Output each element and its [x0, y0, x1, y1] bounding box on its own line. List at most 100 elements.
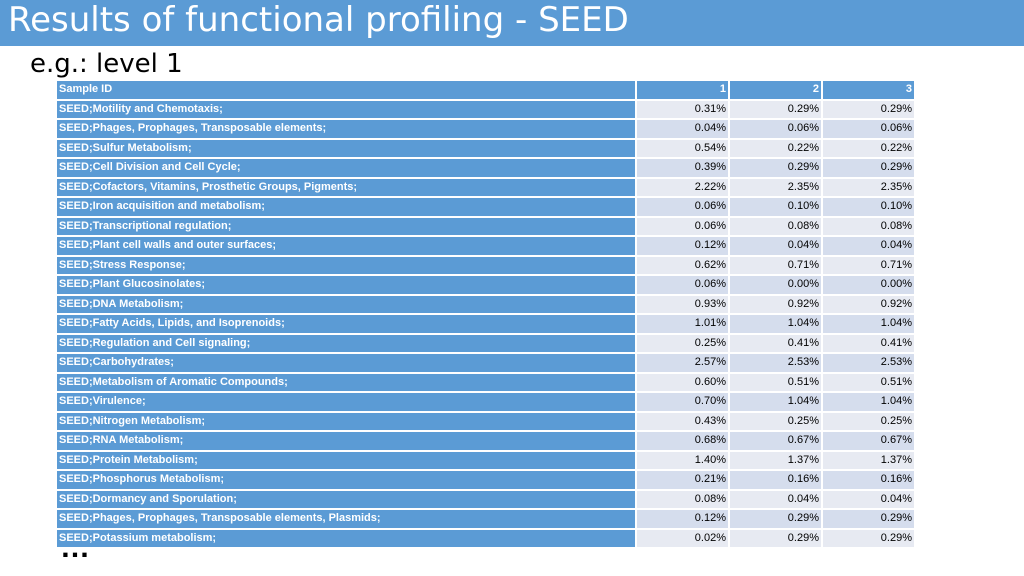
row-value-3: 0.16%: [823, 471, 916, 491]
table-row: SEED;Nitrogen Metabolism; 0.43% 0.25% 0.25%: [57, 412, 916, 432]
row-value-2: 0.25%: [730, 412, 823, 432]
row-value-2: 0.00%: [730, 276, 823, 296]
row-value-1: 0.21%: [637, 471, 730, 491]
row-value-1: 0.70%: [637, 393, 730, 413]
row-value-2: 0.41%: [730, 334, 823, 354]
row-value-3: 0.08%: [823, 217, 916, 237]
row-value-3: 0.00%: [823, 276, 916, 296]
table-row: SEED;Carbohydrates; 2.57% 2.53% 2.53%: [57, 354, 916, 374]
row-value-1: 1.40%: [637, 451, 730, 471]
table-row: SEED;Cell Division and Cell Cycle; 0.39% 0…: [57, 159, 916, 179]
table-row: SEED;Transcriptional regulation; 0.06% 0.0…: [57, 217, 916, 237]
header-sample-id: Sample ID: [57, 81, 637, 101]
table-row: SEED;Protein Metabolism; 1.40% 1.37% 1.37%: [57, 451, 916, 471]
row-value-1: 0.68%: [637, 432, 730, 452]
row-label: SEED;Stress Response;: [57, 256, 637, 276]
row-label: SEED;Dormancy and Sporulation;: [57, 490, 637, 510]
row-value-2: 0.51%: [730, 373, 823, 393]
row-value-3: 0.92%: [823, 295, 916, 315]
row-value-2: 2.35%: [730, 178, 823, 198]
table-row: SEED;Phages, Prophages, Transposable ele…: [57, 510, 916, 530]
table-row: SEED;Iron acquisition and metabolism; 0.0…: [57, 198, 916, 218]
row-value-2: 0.10%: [730, 198, 823, 218]
row-value-1: 0.25%: [637, 334, 730, 354]
table-row: SEED;Regulation and Cell signaling; 0.25%…: [57, 334, 916, 354]
row-value-3: 0.29%: [823, 100, 916, 120]
slide-subtitle: e.g.: level 1: [30, 49, 183, 79]
row-value-2: 0.06%: [730, 120, 823, 140]
row-value-3: 0.04%: [823, 237, 916, 257]
row-label: SEED;Phages, Prophages, Transposable ele…: [57, 120, 637, 140]
row-value-3: 0.04%: [823, 490, 916, 510]
row-value-2: 0.29%: [730, 510, 823, 530]
row-value-1: 2.22%: [637, 178, 730, 198]
row-label: SEED;Virulence;: [57, 393, 637, 413]
row-value-2: 0.22%: [730, 139, 823, 159]
row-value-2: 0.08%: [730, 217, 823, 237]
table-row: SEED;Motility and Chemotaxis; 0.31% 0.29% 0…: [57, 100, 916, 120]
row-label: SEED;Plant Glucosinolates;: [57, 276, 637, 296]
row-label: SEED;Potassium metabolism;: [57, 529, 637, 549]
row-value-1: 1.01%: [637, 315, 730, 335]
row-label: SEED;Phages, Prophages, Transposable ele…: [57, 510, 637, 530]
table-row: SEED;Fatty Acids, Lipids, and Isoprenoid…: [57, 315, 916, 335]
row-value-2: 1.04%: [730, 393, 823, 413]
row-value-1: 0.08%: [637, 490, 730, 510]
row-value-1: 0.02%: [637, 529, 730, 549]
row-value-1: 0.39%: [637, 159, 730, 179]
row-value-2: 2.53%: [730, 354, 823, 374]
row-value-3: 2.53%: [823, 354, 916, 374]
row-value-3: 0.41%: [823, 334, 916, 354]
table-row: SEED;Dormancy and Sporulation; 0.08% 0.04%…: [57, 490, 916, 510]
row-value-3: 0.67%: [823, 432, 916, 452]
table-row: SEED;Phosphorus Metabolism; 0.21% 0.16% 0.1…: [57, 471, 916, 491]
row-label: SEED;Nitrogen Metabolism;: [57, 412, 637, 432]
row-value-2: 0.29%: [730, 529, 823, 549]
row-label: SEED;Motility and Chemotaxis;: [57, 100, 637, 120]
table-row: SEED;Cofactors, Vitamins, Prosthetic Gro…: [57, 178, 916, 198]
row-label: SEED;Protein Metabolism;: [57, 451, 637, 471]
row-label: SEED;Regulation and Cell signaling;: [57, 334, 637, 354]
row-label: SEED;RNA Metabolism;: [57, 432, 637, 452]
table-row: SEED;Virulence; 0.70% 1.04% 1.04%: [57, 393, 916, 413]
row-value-3: 1.37%: [823, 451, 916, 471]
row-value-2: 0.29%: [730, 159, 823, 179]
row-value-1: 0.12%: [637, 510, 730, 530]
table-row: SEED;Stress Response; 0.62% 0.71% 0.71%: [57, 256, 916, 276]
row-value-3: 0.29%: [823, 510, 916, 530]
row-value-3: 0.25%: [823, 412, 916, 432]
row-value-1: 0.43%: [637, 412, 730, 432]
row-value-1: 0.06%: [637, 217, 730, 237]
row-value-1: 0.12%: [637, 237, 730, 257]
header-col-1: 1: [637, 81, 730, 101]
row-label: SEED;Iron acquisition and metabolism;: [57, 198, 637, 218]
row-value-3: 0.71%: [823, 256, 916, 276]
table-row: SEED;Sulfur Metabolism; 0.54% 0.22% 0.22%: [57, 139, 916, 159]
row-value-3: 1.04%: [823, 315, 916, 335]
row-label: SEED;Phosphorus Metabolism;: [57, 471, 637, 491]
row-label: SEED;DNA Metabolism;: [57, 295, 637, 315]
row-value-3: 1.04%: [823, 393, 916, 413]
row-value-1: 0.31%: [637, 100, 730, 120]
row-value-2: 1.37%: [730, 451, 823, 471]
row-value-3: 0.29%: [823, 159, 916, 179]
row-value-1: 0.54%: [637, 139, 730, 159]
row-label: SEED;Sulfur Metabolism;: [57, 139, 637, 159]
table-row: SEED;Metabolism of Aromatic Compounds; 0.…: [57, 373, 916, 393]
slide-title: Results of functional profiling - SEED: [8, 0, 629, 40]
row-value-1: 0.06%: [637, 198, 730, 218]
row-value-2: 0.16%: [730, 471, 823, 491]
header-col-2: 2: [730, 81, 823, 101]
row-value-1: 0.60%: [637, 373, 730, 393]
row-value-2: 0.71%: [730, 256, 823, 276]
row-label: SEED;Fatty Acids, Lipids, and Isoprenoid…: [57, 315, 637, 335]
row-value-1: 0.93%: [637, 295, 730, 315]
table-row: SEED;Plant cell walls and outer surfaces…: [57, 237, 916, 257]
table-row: SEED;Potassium metabolism; 0.02% 0.29% 0.29…: [57, 529, 916, 549]
row-label: SEED;Transcriptional regulation;: [57, 217, 637, 237]
row-value-3: 0.51%: [823, 373, 916, 393]
row-value-2: 1.04%: [730, 315, 823, 335]
row-value-1: 0.04%: [637, 120, 730, 140]
header-col-3: 3: [823, 81, 916, 101]
row-label: SEED;Carbohydrates;: [57, 354, 637, 374]
